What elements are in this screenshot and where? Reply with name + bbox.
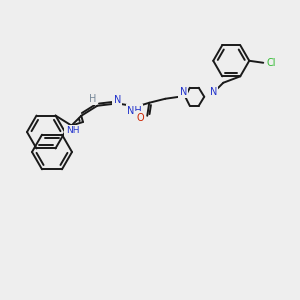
Text: O: O (136, 113, 144, 123)
Text: N: N (114, 95, 121, 105)
Text: H: H (88, 94, 96, 104)
Text: N: N (180, 87, 187, 97)
Text: N: N (210, 87, 217, 97)
Text: Cl: Cl (266, 58, 276, 68)
Text: NH: NH (66, 126, 79, 135)
Text: NH: NH (127, 106, 142, 116)
